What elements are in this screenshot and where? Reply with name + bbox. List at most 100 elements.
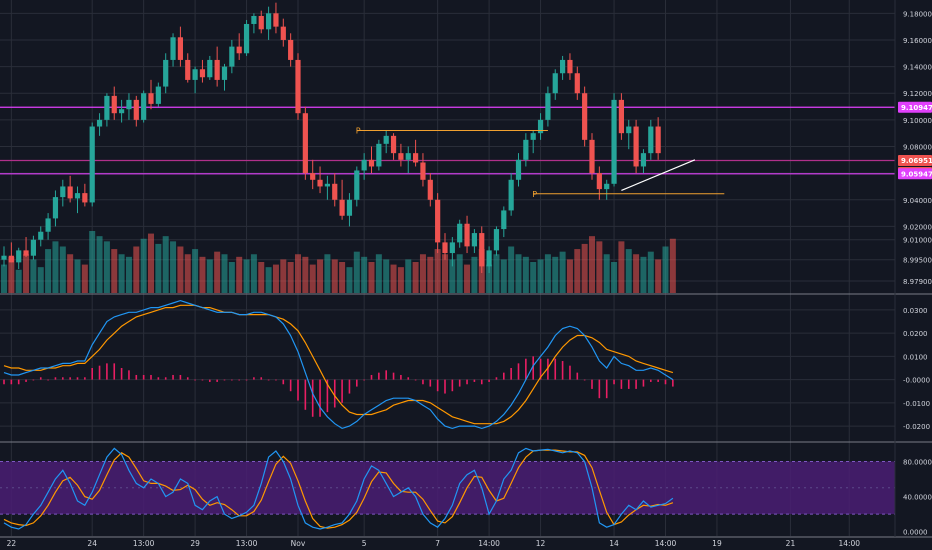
macd-histogram-bar [400,374,402,380]
candle-body [552,73,558,94]
volume-bar [192,249,199,293]
volume-bar [596,241,603,293]
candle-body [221,66,228,80]
price-axis[interactable]: 9.18000 9.16000 9.14000 9.12000 9.10000 9.080… [898,10,932,537]
stochastic-tick-label: 80.0000 [903,459,932,467]
volume-bar [140,238,147,293]
price-tick-label: 9.02000 [903,223,932,231]
candle-body [1,255,7,260]
candle-body [523,139,529,160]
volume-bar [45,249,52,293]
macd-histogram-bar [356,379,358,387]
macd-histogram-bar [532,356,534,380]
candle-body [229,46,235,67]
volume-bar [581,243,588,293]
volume-bar [456,254,463,293]
macd-histogram-bar [25,379,27,382]
candle-body [74,193,81,199]
candle-body [243,23,250,54]
candle-body [354,170,360,200]
candle-body [464,223,470,247]
volume-bar [214,251,221,293]
macd-histogram-bar [569,365,571,380]
horizontal-levels [0,106,895,175]
volume-bar [221,254,228,293]
candle-body [207,59,213,78]
time-tick-label: 13:00 [236,539,258,548]
macd-histogram-bar [466,379,468,385]
price-tick-label: 9.04000 [903,197,932,205]
macd-histogram-bar [3,379,5,385]
volume-bar [236,256,243,293]
candle-body [155,86,161,104]
volume-bar [574,249,581,293]
volume-bar [442,254,448,293]
candle-body [302,113,308,174]
volume-bar [552,256,559,293]
macd-histogram-bar [142,374,145,380]
volume-bar [89,231,96,293]
stochastic-d-line [3,449,674,529]
macd-histogram-bar [363,379,365,381]
volume-bar [155,243,162,293]
candle-body [104,95,110,120]
volume-bar [508,246,515,293]
time-tick-label: 22 [7,539,17,548]
volume-bar [30,259,37,293]
volume-bar [74,259,81,293]
candle-body [567,59,573,74]
candle-body [435,199,441,243]
candle-body [405,153,411,160]
candle-body [236,46,242,54]
macd-histogram-bar [333,379,336,408]
macd-histogram-bar [429,379,432,387]
volume-bar [618,241,625,293]
macd-histogram-bar [525,358,527,380]
volume-bar [383,259,390,293]
macd-histogram-bar [672,379,674,387]
candle-body [530,133,536,140]
candle-body [648,126,654,154]
macd-histogram-bar [113,363,116,380]
macd-histogram-bar [370,374,373,380]
candle-body [280,26,286,40]
volume-bar [603,254,610,293]
macd-histogram-bar [17,379,20,385]
volume-bar [1,264,7,293]
volume-bar [199,256,206,293]
macd-histogram-bar [179,374,182,380]
candle-body [52,197,59,219]
macd-histogram-bar [444,379,446,394]
price-tick-label: 9.16000 [903,37,932,45]
candlesticks [1,2,661,274]
candle-body [501,210,507,230]
price-tick-label: 9.18000 [903,10,932,18]
macd-histogram-bar [657,379,659,382]
volume-bar [324,254,331,293]
stochastic-tick-label: 40.0000 [903,494,932,502]
volume-bar [427,256,434,293]
price-tick-label: 9.01000 [903,237,932,245]
candle-body [427,179,433,200]
macd-histogram-bar [297,379,299,401]
volume-bar [515,254,522,293]
stochastic-band [0,461,895,515]
macd-histogram-bar [282,379,285,385]
candle-body [258,15,264,30]
macd-histogram-bar [120,368,123,380]
macd-histogram-bar [517,363,520,380]
volume-bar [280,259,287,293]
time-axis[interactable]: 22 24 13:00 29 13:00 Nov 5 7 14:00 12 14 14:00 19 21 1… [7,539,861,548]
candle-body [618,99,624,134]
candle-body [111,95,117,114]
macd-histogram-bar [473,379,476,382]
candle-body [163,59,169,87]
candle-body [545,93,551,120]
macd-histogram-bar [84,377,86,380]
macd-histogram-bar [201,379,204,381]
candle-body [199,69,206,78]
volume-bar [419,254,426,293]
macd-histogram-bar [451,379,454,392]
candle-body [214,59,220,80]
